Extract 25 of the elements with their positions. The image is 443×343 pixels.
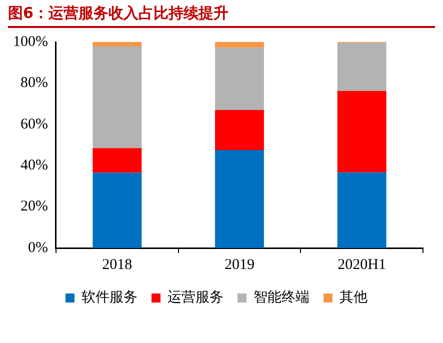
legend-label: 其他 bbox=[340, 290, 368, 306]
x-tick-label: 2019 bbox=[224, 256, 254, 273]
y-tick-label: 60% bbox=[20, 116, 48, 132]
bar bbox=[215, 110, 264, 150]
bar bbox=[215, 48, 264, 110]
bar bbox=[337, 172, 386, 248]
bar bbox=[215, 150, 264, 248]
bar bbox=[92, 46, 142, 148]
y-tick-label: 20% bbox=[20, 198, 48, 215]
bar bbox=[92, 148, 142, 173]
legend-label: 软件服务 bbox=[82, 290, 138, 306]
chart-title: 图6：运营服务收入占比持续提升 bbox=[8, 4, 435, 28]
y-tick-label: 0% bbox=[28, 240, 48, 256]
y-tick-label: 100% bbox=[12, 34, 48, 50]
y-tick-label: 80% bbox=[20, 75, 48, 92]
bar bbox=[337, 42, 386, 91]
y-tick-label: 40% bbox=[20, 158, 48, 174]
bar bbox=[337, 90, 386, 172]
x-tick-label: 2018 bbox=[102, 256, 132, 273]
x-tick-label: 2020H1 bbox=[338, 256, 386, 273]
bar bbox=[92, 42, 142, 47]
legend-label: 智能终端 bbox=[254, 290, 310, 306]
legend-label: 运营服务 bbox=[168, 290, 224, 306]
bar bbox=[215, 42, 264, 48]
bar bbox=[92, 172, 142, 248]
